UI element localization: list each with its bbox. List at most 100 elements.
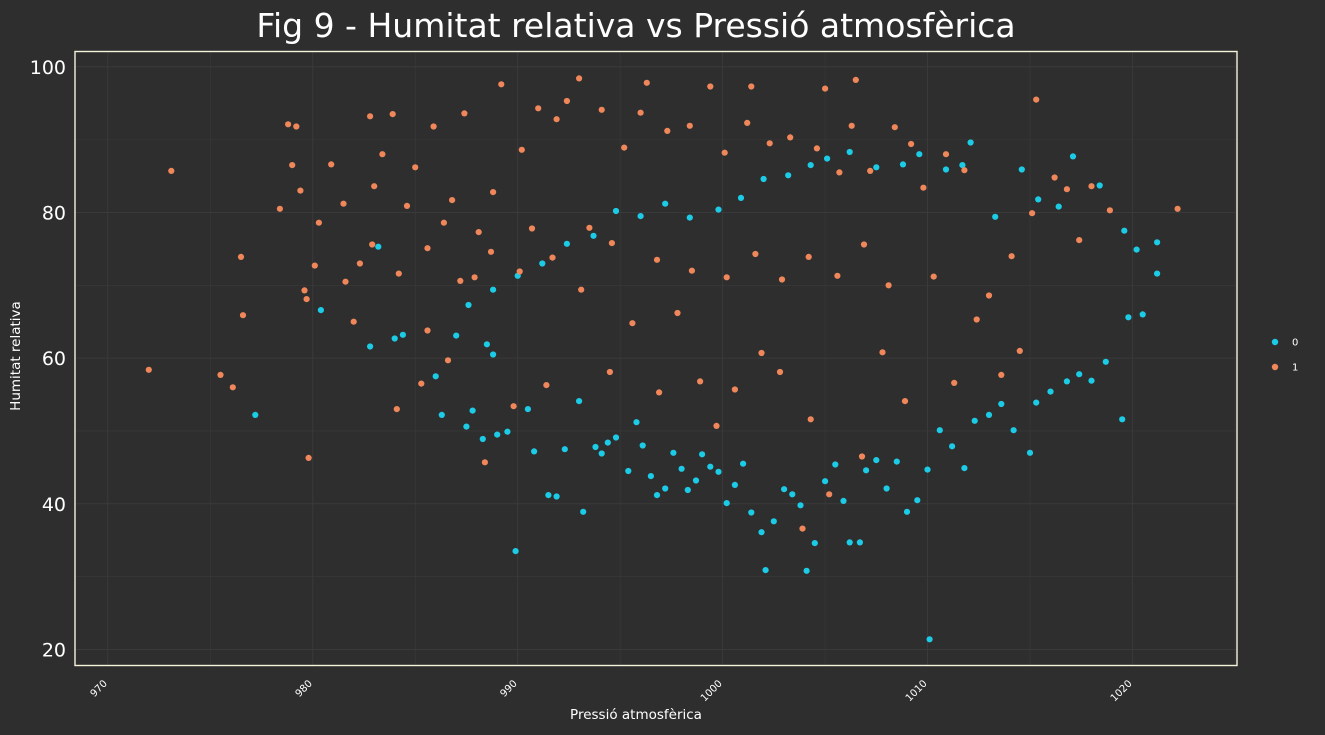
data-point-series-0 (883, 485, 890, 492)
data-point-series-0 (612, 434, 620, 441)
data-point-series-0 (653, 492, 661, 499)
data-point-series-0 (740, 460, 747, 467)
data-point-series-0 (967, 139, 974, 146)
data-point-series-1 (553, 116, 560, 123)
data-point-series-1 (766, 140, 773, 147)
y-axis-label: Humitat relativa (8, 301, 24, 411)
data-point-series-0 (647, 473, 655, 480)
data-point-series-1 (367, 113, 374, 120)
data-point-series-1 (688, 267, 696, 274)
data-point-series-0 (985, 411, 993, 418)
data-point-series-1 (744, 119, 751, 126)
data-point-series-1 (942, 151, 950, 158)
data-point-series-0 (453, 332, 460, 339)
data-point-series-1 (490, 189, 497, 196)
data-point-series-0 (807, 162, 814, 169)
data-point-series-0 (1018, 166, 1025, 173)
data-point-series-1 (606, 368, 614, 376)
data-point-series-1 (389, 111, 396, 118)
data-point-series-0 (670, 449, 677, 456)
data-point-series-0 (770, 518, 777, 525)
data-point-series-0 (512, 548, 519, 555)
data-point-series-1 (328, 161, 335, 168)
data-point-series-1 (293, 123, 300, 130)
data-point-series-1 (444, 357, 452, 364)
data-point-series-0 (483, 341, 490, 348)
data-point-series-1 (721, 149, 728, 156)
data-point-series-1 (637, 109, 644, 116)
data-point-series-0 (463, 423, 470, 430)
data-point-series-1 (586, 224, 593, 231)
data-point-series-0 (822, 478, 829, 485)
data-point-series-0 (715, 468, 722, 475)
y-tick-label: 80 (42, 202, 66, 224)
data-point-series-0 (916, 151, 923, 158)
data-point-series-1 (481, 459, 488, 466)
data-point-series-1 (891, 124, 898, 131)
data-point-series-0 (789, 491, 796, 498)
data-point-series-0 (737, 194, 745, 201)
data-point-series-1 (350, 318, 357, 325)
y-tick-label: 60 (42, 348, 66, 370)
data-point-series-1 (776, 368, 784, 376)
x-tick-label: 1020 (1109, 678, 1135, 704)
legend-key-1 (1271, 363, 1279, 371)
data-point-series-0 (662, 485, 669, 492)
data-point-series-1 (229, 384, 236, 391)
data-point-series-0 (1133, 246, 1140, 253)
data-point-series-1 (1076, 237, 1083, 244)
data-point-series-1 (475, 229, 482, 236)
data-point-series-0 (438, 411, 445, 418)
legend-key-0 (1271, 338, 1279, 346)
data-point-series-1 (858, 453, 866, 460)
data-point-series-1 (285, 121, 292, 128)
data-point-series-0 (465, 301, 472, 309)
data-point-series-0 (781, 486, 788, 493)
data-point-series-1 (961, 167, 968, 174)
data-point-series-1 (805, 253, 812, 260)
data-point-series-0 (1063, 378, 1070, 385)
data-point-series-1 (340, 200, 347, 207)
data-point-series-0 (856, 539, 864, 546)
data-point-series-1 (535, 105, 542, 112)
data-point-series-1 (998, 371, 1005, 378)
x-tick-label: 1000 (699, 678, 725, 704)
data-point-series-0 (785, 172, 792, 179)
data-point-series-0 (563, 240, 571, 247)
data-point-series-1 (311, 262, 318, 269)
data-point-series-1 (748, 83, 755, 90)
data-point-series-0 (926, 636, 933, 643)
data-point-series-0 (1154, 239, 1161, 246)
data-point-series-1 (393, 406, 400, 413)
data-point-series-0 (731, 481, 739, 488)
data-point-series-0 (707, 463, 714, 470)
legend: 01 (1271, 338, 1298, 374)
data-point-series-0 (545, 492, 552, 499)
data-point-series-1 (656, 389, 663, 396)
data-point-series-1 (217, 371, 224, 378)
data-point-series-1 (430, 123, 437, 130)
data-point-series-0 (1121, 227, 1128, 234)
data-point-series-1 (576, 75, 583, 82)
data-point-series-1 (543, 382, 550, 389)
data-point-series-0 (692, 477, 700, 484)
data-point-series-0 (715, 206, 722, 213)
data-point-series-0 (1047, 388, 1054, 395)
data-point-series-0 (758, 529, 765, 536)
data-point-series-0 (914, 497, 921, 504)
data-point-series-1 (412, 164, 419, 171)
data-point-series-0 (686, 214, 693, 221)
data-point-series-0 (961, 465, 968, 472)
data-point-series-1 (707, 83, 714, 90)
data-point-series-0 (490, 286, 497, 293)
data-point-series-0 (1026, 449, 1034, 456)
y-axis-ticks: 20 40 60 80 100 (30, 57, 66, 662)
data-point-series-0 (479, 435, 486, 443)
data-point-series-1 (424, 245, 431, 252)
data-point-series-1 (239, 312, 247, 319)
data-point-series-1 (778, 276, 786, 283)
data-point-series-1 (1051, 174, 1058, 181)
data-point-series-1 (908, 140, 915, 148)
y-tick-label: 100 (30, 57, 66, 79)
data-point-series-1 (237, 253, 245, 260)
